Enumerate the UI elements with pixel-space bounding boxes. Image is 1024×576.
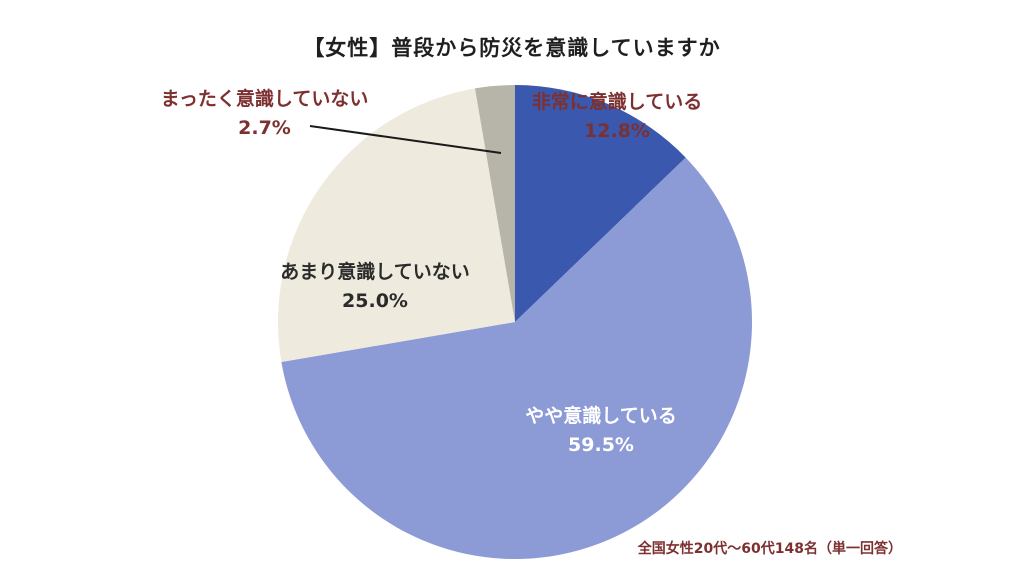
slice-label-somewhat-aware: やや意識している 59.5% <box>481 402 721 461</box>
slice-label-strongly-aware-text: 非常に意識している <box>531 91 703 113</box>
slice-label-strongly-aware: 非常に意識している 12.8% <box>497 88 737 147</box>
pie-slice-2 <box>277 88 515 363</box>
pie-slice-1 <box>281 157 752 559</box>
chart-footnote: 全国女性20代〜60代148名（単一回答） <box>637 541 902 557</box>
pie-slice-0 <box>515 85 686 322</box>
pie-slice-3 <box>474 85 515 322</box>
leader-line <box>309 125 502 154</box>
slice-label-not-very-aware: あまり意識していない 25.0% <box>255 258 495 317</box>
slice-label-somewhat-aware-pct: 59.5% <box>568 434 634 457</box>
slice-label-somewhat-aware-text: やや意識している <box>525 405 677 427</box>
slice-label-not-very-aware-text: あまり意識していない <box>280 261 470 283</box>
slice-label-not-at-all-aware-text: まったく意識していない <box>160 88 369 110</box>
pie-slices <box>277 85 752 559</box>
slice-label-strongly-aware-pct: 12.8% <box>584 120 650 143</box>
slice-label-not-at-all-aware: まったく意識していない 2.7% <box>142 85 387 144</box>
slice-label-not-at-all-aware-pct: 2.7% <box>238 117 291 140</box>
chart-title: 【女性】普段から防災を意識していますか <box>303 36 721 60</box>
slice-label-not-very-aware-pct: 25.0% <box>342 290 408 313</box>
